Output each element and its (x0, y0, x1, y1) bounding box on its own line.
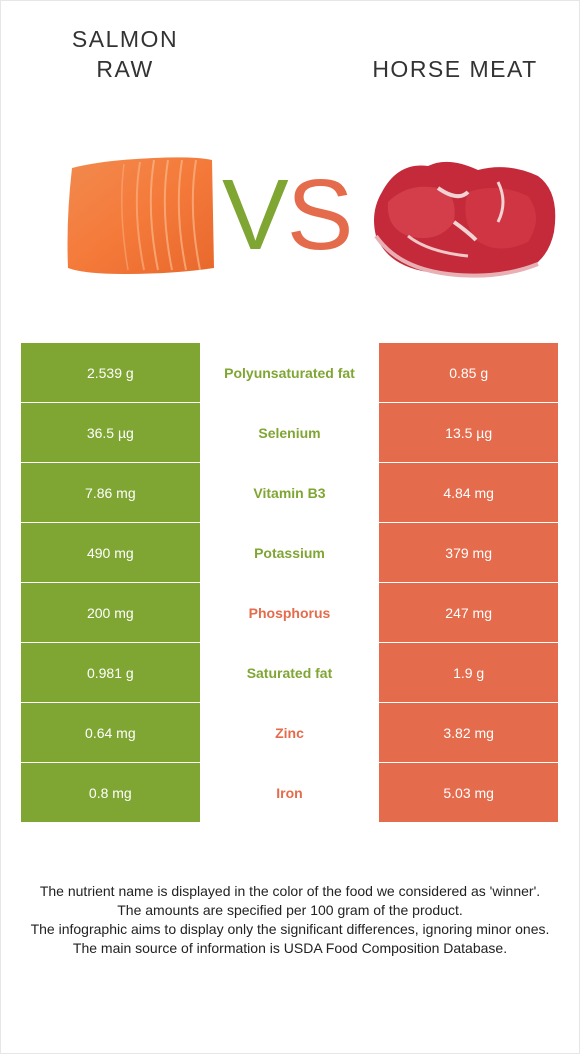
vs-s: S (286, 159, 354, 271)
left-value: 0.981 g (21, 642, 200, 703)
right-value: 247 mg (379, 582, 558, 643)
table-row: 490 mg Potassium 379 mg (21, 522, 558, 583)
nutrient-name: Saturated fat (199, 642, 380, 703)
right-food-title: HORSE MEAT (372, 56, 538, 82)
left-food-title: SALMON RAW (40, 24, 210, 84)
left-food-title-line1: SALMON (71, 26, 179, 52)
left-value: 0.8 mg (21, 762, 200, 823)
salmon-image (67, 157, 214, 274)
right-value: 13.5 µg (379, 402, 558, 463)
table-row: 200 mg Phosphorus 247 mg (21, 582, 558, 643)
right-value: 0.85 g (379, 343, 558, 403)
footer-note-2: The amounts are specified per 100 gram o… (117, 902, 463, 918)
table-row: 36.5 µg Selenium 13.5 µg (21, 402, 558, 463)
left-food-title-line2: RAW (96, 56, 154, 82)
table-row: 0.64 mg Zinc 3.82 mg (21, 702, 558, 763)
left-value: 36.5 µg (21, 402, 200, 463)
table-row: 0.981 g Saturated fat 1.9 g (21, 642, 558, 703)
right-value: 5.03 mg (379, 762, 558, 823)
table-row: 0.8 mg Iron 5.03 mg (21, 762, 558, 823)
left-value: 490 mg (21, 522, 200, 583)
right-value: 379 mg (379, 522, 558, 583)
right-value: 1.9 g (379, 642, 558, 703)
nutrient-name: Zinc (199, 702, 380, 763)
footer-note-1: The nutrient name is displayed in the co… (39, 883, 541, 899)
left-value: 7.86 mg (21, 462, 200, 523)
vs-v: V (222, 159, 289, 271)
vs-label: VS (222, 159, 354, 271)
right-value: 3.82 mg (379, 702, 558, 763)
left-value: 0.64 mg (21, 702, 200, 763)
nutrient-name: Iron (199, 762, 380, 823)
horse-meat-image (374, 161, 556, 278)
footer-notes: The nutrient name is displayed in the co… (20, 882, 560, 958)
table-row: 7.86 mg Vitamin B3 4.84 mg (21, 462, 558, 523)
left-value: 200 mg (21, 582, 200, 643)
nutrient-name: Selenium (199, 402, 380, 463)
footer-note-3: The infographic aims to display only the… (30, 921, 550, 937)
nutrient-name: Potassium (199, 522, 380, 583)
nutrient-name: Polyunsaturated fat (199, 343, 380, 403)
left-value: 2.539 g (21, 343, 200, 403)
footer-note-4: The main source of information is USDA F… (72, 940, 508, 956)
nutrient-name: Phosphorus (199, 582, 380, 643)
nutrient-name: Vitamin B3 (199, 462, 380, 523)
right-value: 4.84 mg (379, 462, 558, 523)
table-row: 2.539 g Polyunsaturated fat 0.85 g (21, 343, 558, 403)
comparison-table: 2.539 g Polyunsaturated fat 0.85 g 36.5 µg S… (21, 343, 558, 823)
